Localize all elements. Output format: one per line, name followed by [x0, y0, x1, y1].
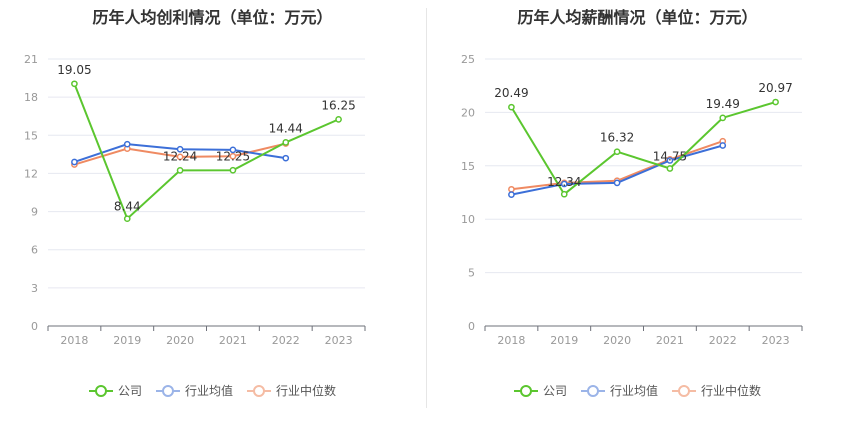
y-tick-label: 18	[24, 91, 38, 104]
data-label: 12.34	[547, 175, 581, 189]
y-tick-label: 12	[24, 167, 38, 180]
legend-item-industry-mean[interactable]: 行业均值	[155, 382, 233, 399]
panel-divider	[426, 8, 427, 408]
data-label: 20.97	[758, 81, 792, 95]
data-label: 12.24	[163, 149, 197, 163]
salary-chart-panel: 历年人均薪酬情况（单位：万元） 0 5 10 15 20 25 2018 2019 2020 20…	[425, 0, 850, 437]
legend-label: 行业中位数	[701, 384, 762, 398]
y-tick-label: 0	[468, 320, 475, 333]
legend-label: 公司	[542, 384, 567, 398]
data-point-industry-mean	[229, 146, 237, 154]
data-point-industry-mean	[560, 180, 568, 188]
series-line-company	[73, 83, 339, 221]
data-label: 19.05	[57, 63, 91, 77]
data-point-company	[335, 116, 342, 123]
legend-marker-icon	[513, 384, 538, 398]
data-point-industry-median	[508, 185, 515, 193]
x-tick-label: 2020	[166, 334, 194, 347]
x-tick-label: 2019	[550, 334, 578, 347]
legend-item-company[interactable]: 公司	[513, 382, 567, 399]
x-tick-label: 2020	[603, 334, 631, 347]
data-label: 12.25	[216, 149, 250, 163]
data-point-company	[560, 190, 568, 198]
y-tick-label: 15	[461, 160, 475, 173]
data-point-company	[719, 114, 727, 122]
chart-legend: 公司 行业均值 行业中位数	[425, 382, 850, 399]
data-label: 20.49	[494, 86, 528, 100]
data-label: 14.44	[269, 121, 303, 135]
y-tick-label: 15	[24, 129, 38, 142]
legend-label: 行业均值	[609, 384, 658, 398]
legend-item-industry-median[interactable]: 行业中位数	[672, 382, 761, 399]
data-point-company	[176, 167, 184, 174]
x-tick-label: 2023	[762, 334, 790, 347]
y-tick-label: 5	[468, 267, 475, 280]
x-tick-label: 2019	[113, 334, 141, 347]
data-point-industry-mean	[719, 142, 727, 149]
legend-marker-icon	[247, 384, 271, 398]
x-tick-label: 2021	[219, 334, 247, 347]
legend-marker-icon	[155, 384, 180, 398]
data-point-industry-median	[229, 152, 237, 160]
data-label: 16.25	[321, 98, 355, 112]
series-line-company	[510, 101, 776, 196]
legend-marker-icon	[672, 384, 696, 398]
y-tick-label: 3	[31, 282, 38, 295]
data-point-industry-median	[176, 153, 184, 161]
legend-label: 公司	[117, 384, 142, 398]
data-label: 19.49	[706, 97, 740, 111]
data-point-company	[772, 98, 779, 106]
data-point-company	[613, 148, 621, 156]
y-tick-label: 21	[24, 53, 38, 66]
x-tick-label: 2023	[325, 334, 353, 347]
y-tick-label: 20	[461, 106, 475, 119]
data-point-industry-mean	[613, 179, 621, 187]
profit-chart-svg: 0 3 6 9 12 15 18 21 2018 2019 2020 2021 2022 2023 19.0…	[24, 53, 366, 347]
legend-item-company[interactable]: 公司	[88, 382, 142, 399]
legend-item-industry-mean[interactable]: 行业均值	[580, 382, 658, 399]
data-point-company	[229, 166, 237, 174]
data-point-industry-mean	[123, 140, 131, 148]
chart-legend: 公司 行业均值 行业中位数	[0, 382, 425, 399]
data-point-industry-mean	[666, 157, 674, 164]
x-tick-label: 2022	[709, 334, 737, 347]
x-tick-label: 2018	[497, 334, 525, 347]
data-point-industry-mean	[176, 145, 184, 153]
x-tick-label: 2021	[656, 334, 684, 347]
salary-chart-svg: 0 5 10 15 20 25 2018 2019 2020 2021 2022 2023 20.49 1…	[461, 53, 803, 347]
legend-label: 行业中位数	[276, 384, 337, 398]
legend-item-industry-median[interactable]: 行业中位数	[247, 382, 336, 399]
y-tick-label: 6	[31, 244, 38, 257]
data-point-industry-mean	[71, 158, 78, 166]
y-tick-label: 9	[31, 206, 38, 219]
y-tick-label: 0	[31, 320, 38, 333]
data-label: 14.75	[653, 149, 687, 163]
chart-title: 历年人均创利情况（单位：万元）	[92, 8, 333, 27]
chart-title: 历年人均薪酬情况（单位：万元）	[517, 8, 758, 27]
data-point-company	[71, 80, 78, 88]
y-tick-label: 10	[461, 213, 475, 226]
legend-label: 行业均值	[184, 384, 233, 398]
data-point-industry-mean	[508, 191, 515, 198]
profit-chart-panel: 历年人均创利情况（单位：万元） 0 3 6 9 12 15 18 21 2018 2019 2020…	[0, 8, 425, 399]
data-point-company	[282, 139, 290, 146]
data-point-company	[508, 103, 515, 111]
x-tick-label: 2018	[60, 334, 88, 347]
x-tick-label: 2022	[272, 334, 300, 347]
data-point-company	[666, 165, 674, 172]
data-point-industry-mean	[282, 154, 290, 162]
data-point-company	[123, 215, 131, 223]
data-label: 16.32	[600, 131, 634, 145]
legend-marker-icon	[580, 384, 605, 398]
data-label: 8.44	[114, 200, 141, 214]
y-tick-label: 25	[461, 53, 475, 66]
legend-marker-icon	[88, 384, 113, 398]
